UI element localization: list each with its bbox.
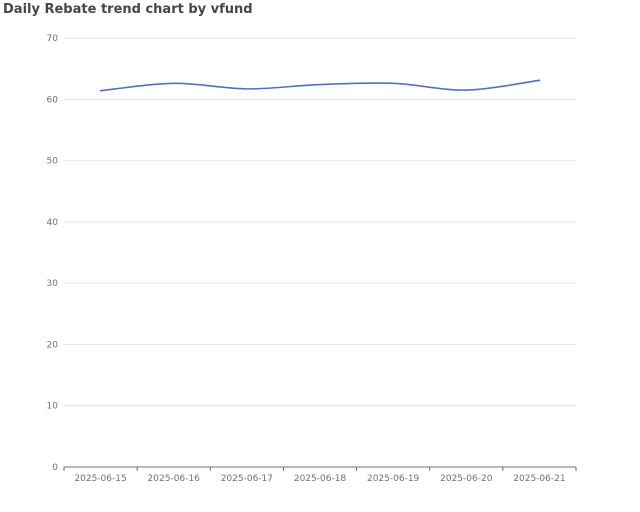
y-tick-label: 40 xyxy=(47,218,59,228)
x-tick-label: 2025-06-19 xyxy=(367,474,420,484)
x-tick-label: 2025-06-21 xyxy=(513,474,565,484)
x-tick-label: 2025-06-17 xyxy=(221,474,273,484)
y-tick-label: 10 xyxy=(47,402,59,412)
y-tick-label: 50 xyxy=(47,157,59,167)
x-axis-tick-labels: 2025-06-15 2025-06-16 2025-06-17 2025-06-18… xyxy=(74,474,565,484)
chart-title: Daily Rebate trend chart by vfund xyxy=(3,2,253,17)
x-tick-label: 2025-06-20 xyxy=(440,474,493,484)
x-tick-label: 2025-06-18 xyxy=(294,474,347,484)
y-tick-label: 60 xyxy=(47,95,59,105)
series-line xyxy=(99,79,541,92)
y-tick-label: 20 xyxy=(47,340,59,350)
x-tick-label: 2025-06-15 xyxy=(74,474,126,484)
y-tick-label: 0 xyxy=(52,463,58,473)
x-axis xyxy=(63,466,577,471)
y-tick-label: 30 xyxy=(47,279,59,289)
y-axis-tick-labels: 0 10 20 30 40 50 60 70 xyxy=(47,34,59,473)
y-tick-label: 70 xyxy=(47,34,59,44)
grid-lines xyxy=(64,37,576,407)
x-tick-label: 2025-06-16 xyxy=(148,474,201,484)
series-layer xyxy=(99,79,541,92)
